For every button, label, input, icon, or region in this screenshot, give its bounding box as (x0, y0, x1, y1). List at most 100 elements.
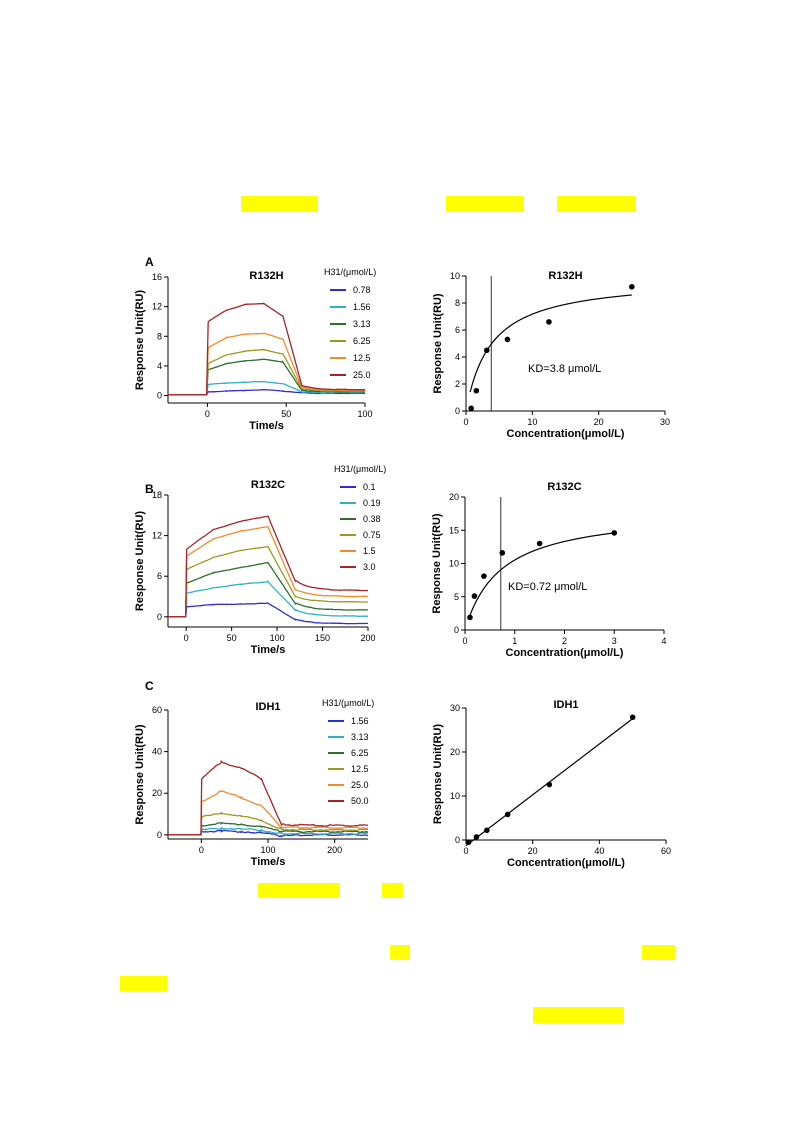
legend-label: 12.5 (353, 353, 371, 363)
data-point (629, 284, 635, 290)
legend-title: H31/(μmol/L) (324, 267, 376, 277)
data-point (504, 336, 511, 343)
x-tick-label: 2 (562, 636, 567, 646)
x-tick-label: 4 (661, 636, 666, 646)
y-tick-label: 60 (152, 705, 162, 715)
y-tick-label: 40 (152, 747, 162, 757)
legend-label: 12.5 (351, 764, 369, 774)
y-axis-label: Response Unit(RU) (432, 293, 444, 394)
legend-title: H31/(μmol/L) (322, 698, 374, 708)
highlight-mark (241, 196, 318, 212)
y-tick-label: 0 (157, 612, 162, 622)
legend-label: 1.56 (351, 716, 369, 726)
legend-label: 0.38 (363, 514, 381, 524)
y-tick-label: 15 (449, 525, 459, 535)
highlight-mark (533, 1007, 624, 1023)
fit-curve (468, 532, 615, 619)
y-tick-label: 0 (157, 391, 162, 401)
data-point (483, 347, 490, 354)
chart-title: IDH1 (553, 699, 578, 711)
legend-label: 3.13 (353, 319, 371, 329)
x-tick-label: 0 (462, 636, 467, 646)
legend-label: 1.56 (353, 302, 371, 312)
data-point (546, 319, 552, 325)
highlight-mark (557, 196, 636, 212)
y-tick-label: 10 (450, 791, 460, 801)
panel-label: C (145, 679, 154, 693)
series-line-12.5 (168, 332, 366, 396)
y-tick-label: 0 (455, 406, 460, 416)
legend-label: 6.25 (353, 336, 371, 346)
series-line-50.0 (168, 759, 369, 836)
x-tick-label: 50 (227, 633, 237, 643)
x-tick-label: 20 (528, 846, 538, 856)
kd-annotation: KD=3.8 μmol/L (528, 363, 601, 375)
data-point (484, 827, 490, 834)
legend-label: 25.0 (353, 370, 371, 380)
x-tick-label: 0 (199, 845, 204, 855)
data-point (611, 530, 618, 536)
highlight-mark (382, 883, 403, 898)
series-line-0.19 (168, 579, 369, 618)
chart-title: R132C (547, 481, 581, 493)
y-axis-label: Response Unit(RU) (431, 513, 443, 614)
legend-label: 1.5 (363, 546, 376, 556)
data-point (471, 593, 478, 599)
x-tick-label: 10 (527, 417, 537, 427)
chart-title: R132C (251, 479, 285, 491)
x-axis-label: Concentration(μmol/L) (507, 428, 625, 440)
y-tick-label: 8 (157, 331, 162, 341)
highlight-mark (258, 883, 340, 898)
y-tick-label: 10 (450, 271, 460, 281)
x-tick-label: 200 (360, 633, 375, 643)
series-line-25.0 (168, 302, 366, 396)
x-tick-label: 0 (463, 846, 468, 856)
series-line-1.5 (168, 525, 369, 618)
highlight-mark (390, 945, 410, 960)
legend-label: 3.13 (351, 732, 369, 742)
x-tick-label: 100 (260, 845, 275, 855)
legend-label: 0.19 (363, 498, 381, 508)
data-point (546, 781, 553, 788)
x-tick-label: 20 (594, 417, 604, 427)
y-tick-label: 12 (152, 302, 162, 312)
series-line-6.25 (168, 348, 366, 396)
legend-label: 3.0 (363, 562, 376, 572)
x-tick-label: 150 (315, 633, 330, 643)
series-line-1.56 (168, 380, 365, 396)
x-axis-label: Concentration(μmol/L) (506, 647, 624, 659)
x-tick-label: 30 (660, 417, 670, 427)
y-tick-label: 4 (157, 361, 162, 371)
legend-label: 25.0 (351, 780, 369, 790)
y-tick-label: 0 (455, 835, 460, 845)
y-axis-label: Response Unit(RU) (134, 511, 146, 612)
panel-label: B (145, 482, 154, 496)
series-line-3.0 (168, 515, 368, 618)
legend-title: H31/(μmol/L) (334, 464, 386, 474)
data-point (465, 839, 472, 845)
data-point (481, 573, 487, 579)
highlight-mark (446, 196, 524, 212)
legend-label: 50.0 (351, 796, 369, 806)
x-tick-label: 0 (184, 633, 189, 643)
x-axis-label: Concentration(μmol/L) (507, 857, 625, 869)
y-tick-label: 0 (454, 625, 459, 635)
x-tick-label: 0 (463, 417, 468, 427)
y-axis-label: Response Unit(RU) (134, 724, 146, 825)
legend-label: 0.75 (363, 530, 381, 540)
data-point (629, 714, 636, 721)
data-point (504, 811, 511, 818)
y-tick-label: 6 (455, 325, 460, 335)
data-point (499, 550, 506, 556)
y-tick-label: 4 (455, 352, 460, 362)
y-tick-label: 0 (157, 830, 162, 840)
y-tick-label: 12 (152, 531, 162, 541)
legend-label: 0.78 (353, 285, 371, 295)
fit-curve (469, 294, 632, 393)
data-point (536, 540, 543, 547)
panel-label: A (145, 255, 154, 269)
data-point (473, 387, 480, 394)
x-tick-label: 0 (205, 409, 210, 419)
data-point (467, 614, 473, 621)
